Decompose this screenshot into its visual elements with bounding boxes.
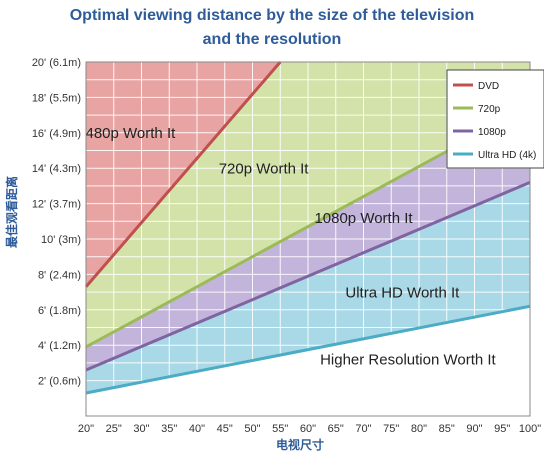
x-tick-label: 45": [217, 423, 233, 435]
legend-entry-720p: 720p: [478, 104, 501, 115]
legend-entry-1080p: 1080p: [478, 127, 506, 138]
region-label-720p-worth-it: 720p Worth It: [219, 161, 310, 178]
x-axis-title: 电视尺寸: [276, 437, 324, 452]
region-label-480p-worth-it: 480p Worth It: [86, 125, 177, 142]
y-tick-label: 14' (4.3m): [32, 163, 81, 175]
x-tick-label: 35": [161, 423, 177, 435]
y-tick-label: 12' (3.7m): [32, 199, 81, 211]
y-tick-label: 2' (0.6m): [38, 376, 81, 388]
y-tick-label: 8' (2.4m): [38, 269, 81, 281]
x-tick-label: 40": [189, 423, 205, 435]
x-tick-label: 80": [411, 423, 427, 435]
x-tick-label: 70": [355, 423, 371, 435]
x-tick-label: 55": [272, 423, 288, 435]
y-tick-label: 16' (4.9m): [32, 128, 81, 140]
y-tick-label: 10' (3m): [41, 234, 81, 246]
y-axis-title: 最佳观看距离: [4, 176, 19, 248]
y-tick-label: 18' (5.5m): [32, 92, 81, 104]
x-tick-label: 65": [328, 423, 344, 435]
chart-title-line1: Optimal viewing distance by the size of …: [69, 7, 475, 24]
legend-entry-ultra-hd-4k-: Ultra HD (4k): [478, 150, 536, 161]
x-tick-label: 75": [383, 423, 399, 435]
x-tick-label: 60": [300, 423, 316, 435]
x-tick-label: 20": [78, 423, 94, 435]
x-tick-label: 100": [519, 423, 541, 435]
series-line-1080p: [85, 180, 531, 372]
region-label-ultra-hd-worth-it: Ultra HD Worth It: [345, 284, 460, 301]
series-line-dvd: [84, 61, 282, 288]
x-tick-label: 50": [244, 423, 260, 435]
y-tick-label: 6' (1.8m): [38, 305, 81, 317]
x-tick-label: 95": [494, 423, 510, 435]
x-tick-label: 30": [133, 423, 149, 435]
legend: DVD 720p 1080p Ultra HD (4k): [446, 69, 544, 169]
plot-frame: [85, 61, 531, 417]
region-labels: 480p Worth It 720p Worth It 1080p Worth It…: [86, 125, 497, 369]
y-tick-labels: 2' (0.6m) 4' (1.2m) 6' (1.8m) 8' (2.4m) 10' …: [32, 57, 81, 388]
region-label-1080p-worth-it: 1080p Worth It: [314, 210, 413, 227]
y-tick-label: 4' (1.2m): [38, 340, 81, 352]
axes: [85, 61, 531, 417]
x-tick-labels: 20" 25" 30" 35" 40" 45" 50" 55" 60" 65" 70" 75" 80" 8…: [78, 423, 541, 435]
legend-entry-dvd: DVD: [478, 81, 499, 92]
x-tick-label: 90": [466, 423, 482, 435]
series-line-ultra-hd-4k-: [85, 304, 531, 395]
region-label-higher-resolution-worth-it: Higher Resolution Worth It: [320, 352, 496, 369]
y-tick-label: 20' (6.1m): [32, 57, 81, 69]
x-tick-label: 85": [439, 423, 455, 435]
chart-title-line2: and the resolution: [202, 31, 342, 48]
chart-title: Optimal viewing distance by the size of …: [0, 4, 544, 52]
x-tick-label: 25": [106, 423, 122, 435]
